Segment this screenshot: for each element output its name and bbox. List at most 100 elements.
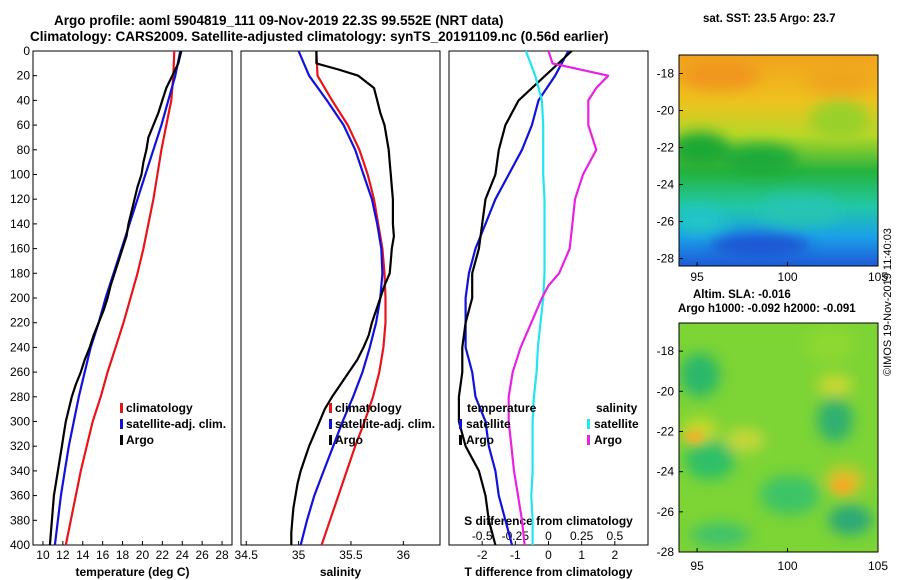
temperature-legend-label: climatology xyxy=(126,401,193,415)
title-line2: Climatology: CARS2009. Satellite-adjuste… xyxy=(30,29,609,44)
sla-lat-tick-label: -20 xyxy=(657,384,675,398)
depth-tick-label: 40 xyxy=(17,93,31,107)
salinity-tick-label: 35.5 xyxy=(339,548,363,562)
depth-tick-label: 380 xyxy=(10,513,30,527)
sla-lat-tick-label: -22 xyxy=(657,424,675,438)
sst-map xyxy=(679,55,878,266)
depth-tick-label: 20 xyxy=(17,69,31,83)
sla-lon-tick-label: 105 xyxy=(868,559,888,573)
salinity-legend-label: Argo xyxy=(335,433,363,447)
salinity-axis-label: salinity xyxy=(320,565,362,579)
temperature-legend-label: Argo xyxy=(126,433,154,447)
diff-argo-temperature-line xyxy=(457,50,573,546)
tdiff-tick-label: -2 xyxy=(477,548,488,562)
temperature-tick-label: 24 xyxy=(176,548,190,562)
depth-tick-label: 240 xyxy=(10,340,30,354)
diff-temperature-legend-marker xyxy=(459,419,462,429)
diff-temperature-legend-marker xyxy=(459,435,462,445)
sla-map-title: Altim. SLA: -0.016 xyxy=(693,289,791,301)
temperature-tick-label: 20 xyxy=(136,548,150,562)
depth-tick-label: 220 xyxy=(10,316,30,330)
depth-tick-label: 320 xyxy=(10,439,30,453)
depth-tick-label: 260 xyxy=(10,365,30,379)
tdiff-tick-label: 0 xyxy=(545,548,552,562)
sla-lon-tick-label: 95 xyxy=(690,559,704,573)
title-line1: Argo profile: aoml 5904819_111 09-Nov-20… xyxy=(54,13,504,28)
sla-lat-tick-label: -18 xyxy=(657,344,675,358)
depth-tick-label: 180 xyxy=(10,266,30,280)
temperature-tick-label: 22 xyxy=(156,548,170,562)
temperature-tick-label: 10 xyxy=(36,548,50,562)
temperature-legend-marker xyxy=(120,435,123,445)
tdiff-tick-label: 2 xyxy=(611,548,618,562)
salinity-tick-label: 34.5 xyxy=(235,548,259,562)
depth-tick-label: 140 xyxy=(10,217,30,231)
depth-tick-label: 200 xyxy=(10,291,30,305)
diff-temperature-satellite-line xyxy=(464,50,570,546)
temperature-tick-label: 26 xyxy=(195,548,209,562)
tdiff-tick-label: -1 xyxy=(510,548,521,562)
salinity-climatology-line xyxy=(315,50,387,546)
temperature-satellite-adj-clim--line xyxy=(53,50,182,546)
temperature-legend-marker xyxy=(120,403,123,413)
depth-tick-label: 280 xyxy=(10,390,30,404)
sst-lat-tick-label: -20 xyxy=(657,104,675,118)
sst-lat-tick-label: -28 xyxy=(657,252,675,266)
temperature-tick-label: 14 xyxy=(76,548,90,562)
temperature-climatology-line xyxy=(64,50,176,546)
salinity-legend-label: satellite-adj. clim. xyxy=(335,417,435,431)
diff-temperature-legend-label: Argo xyxy=(466,433,494,447)
salinity-tick-label: 36 xyxy=(397,548,411,562)
salinity-panel-frame xyxy=(240,50,441,546)
salinity-satellite-adj-clim--line xyxy=(297,50,384,546)
diff-temperature-legend-label: satellite xyxy=(466,417,511,431)
salinity-legend-marker xyxy=(329,419,332,429)
sst-lon-tick-label: 105 xyxy=(868,270,888,284)
tdiff-axis-label: T difference from climatology xyxy=(464,565,632,579)
sst-lat-tick-label: -22 xyxy=(657,141,675,155)
depth-tick-label: 340 xyxy=(10,464,30,478)
temperature-legend-label: satellite-adj. clim. xyxy=(126,417,226,431)
sla-lat-tick-label: -26 xyxy=(657,505,675,519)
temperature-argo-line xyxy=(48,50,183,546)
sst-lat-tick-label: -18 xyxy=(657,67,675,81)
depth-tick-label: 80 xyxy=(17,143,31,157)
sst-lon-tick-label: 100 xyxy=(778,270,798,284)
temperature-axis-label: temperature (deg C) xyxy=(75,565,189,579)
sla-lat-tick-label: -28 xyxy=(657,545,675,559)
diff-salinity-legend-marker xyxy=(587,419,590,429)
salinity-legend-marker xyxy=(329,435,332,445)
depth-tick-label: 400 xyxy=(10,538,30,552)
depth-tick-label: 100 xyxy=(10,168,30,182)
sst-map-title: sat. SST: 23.5 Argo: 23.7 xyxy=(703,13,836,25)
legend-temperature-heading: temperature xyxy=(467,401,537,415)
depth-tick-label: 60 xyxy=(17,118,31,132)
sla-map-frame xyxy=(678,322,879,553)
temperature-panel-frame xyxy=(32,50,233,546)
depth-tick-label: 0 xyxy=(23,44,30,58)
sla-lat-tick-label: -24 xyxy=(657,465,675,479)
depth-tick-label: 360 xyxy=(10,489,30,503)
salinity-tick-label: 35 xyxy=(292,548,306,562)
depth-tick-label: 160 xyxy=(10,242,30,256)
diff-salinity-legend-label: satellite xyxy=(594,417,639,431)
sst-lon-tick-label: 95 xyxy=(690,270,704,284)
temperature-tick-label: 28 xyxy=(215,548,229,562)
sla-map-subtitle: Argo h1000: -0.092 h2000: -0.091 xyxy=(678,303,856,315)
depth-tick-label: 300 xyxy=(10,415,30,429)
salinity-legend-label: climatology xyxy=(335,401,402,415)
temperature-legend-marker xyxy=(120,419,123,429)
sst-lat-tick-label: -24 xyxy=(657,178,675,192)
temperature-tick-label: 16 xyxy=(96,548,110,562)
diff-argo-salinity-line xyxy=(507,50,610,546)
diff-salinity-legend-marker xyxy=(587,435,590,445)
salinity-legend-marker xyxy=(329,403,332,413)
sla-map xyxy=(679,323,878,552)
sst-map-frame xyxy=(678,54,879,267)
temperature-tick-label: 12 xyxy=(56,548,70,562)
sdiff-tick-label: 0 xyxy=(545,529,552,543)
sdiff-tick-label: -0.5 xyxy=(472,529,493,543)
tdiff-tick-label: 1 xyxy=(578,548,585,562)
diff-salinity-legend-label: Argo xyxy=(594,433,622,447)
